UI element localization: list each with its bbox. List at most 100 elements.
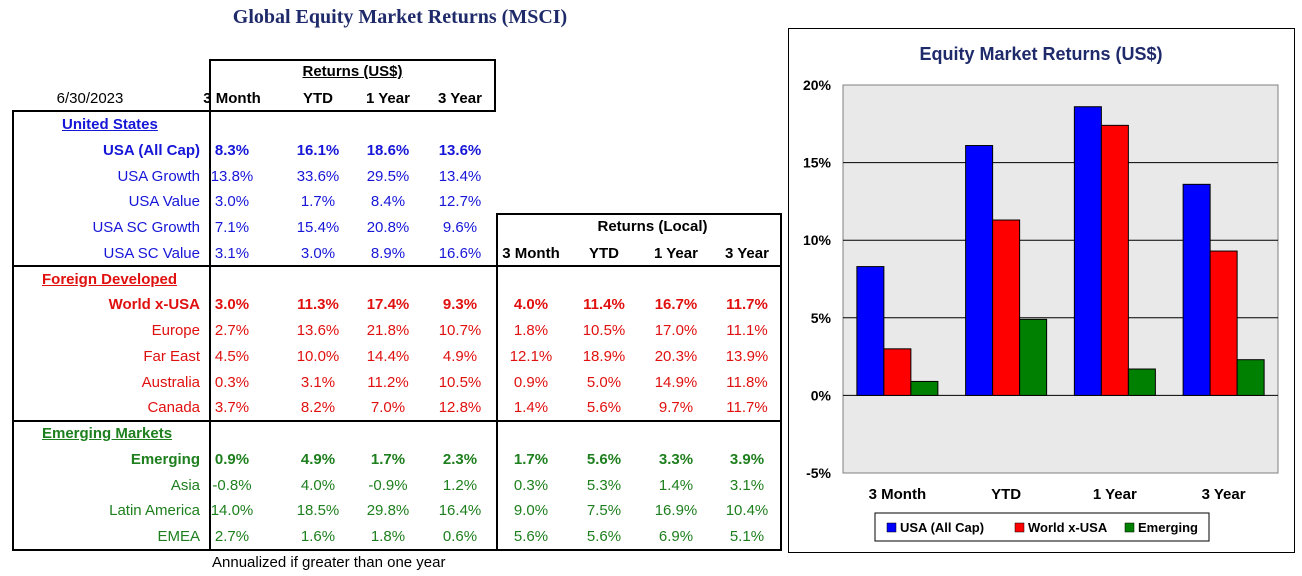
- usd-return-cell: 8.4%: [370, 193, 406, 211]
- x-tick-label: 3 Year: [1202, 486, 1246, 503]
- usd-return-cell: 1.7%: [300, 193, 336, 211]
- usd-column-header: 1 Year: [366, 90, 410, 107]
- local-column-header: 1 Year: [654, 245, 698, 262]
- page-title: Global Equity Market Returns (MSCI): [232, 6, 568, 28]
- local-return-cell: 12.1%: [509, 347, 553, 365]
- y-tick-label: 5%: [811, 310, 832, 326]
- local-return-cell: 11.1%: [726, 322, 768, 339]
- usd-return-cell: 8.2%: [300, 399, 336, 417]
- usd-return-cell: 10.5%: [438, 373, 482, 391]
- usd-return-cell: 13.6%: [296, 322, 340, 339]
- usd-return-cell: 7.0%: [370, 399, 406, 417]
- usd-return-cell: 3.1%: [300, 373, 336, 391]
- local-return-cell: 9.0%: [513, 502, 549, 520]
- usd-return-cell: 12.8%: [438, 399, 482, 417]
- emerging-markets-separator: [12, 420, 782, 422]
- usd-column-header: 3 Month: [203, 90, 261, 107]
- usd-column-header: 3 Year: [438, 90, 482, 107]
- usd-return-cell: 16.6%: [438, 244, 482, 262]
- row-label: USA SC Growth: [92, 219, 200, 236]
- usd-return-cell: 4.9%: [300, 450, 336, 468]
- row-label: Far East: [143, 347, 200, 365]
- bar-emerging: [1236, 359, 1265, 396]
- usd-local-divider: [496, 213, 498, 551]
- table-right-border: [780, 213, 782, 551]
- x-tick-label: YTD: [991, 486, 1021, 503]
- usd-return-cell: 0.9%: [214, 450, 250, 468]
- local-return-cell: 5.1%: [729, 528, 765, 545]
- bar-emerging: [910, 380, 939, 396]
- row-label: USA Growth: [117, 167, 200, 185]
- usd-return-cell: 3.0%: [214, 296, 250, 314]
- usd-return-cell: 1.8%: [370, 528, 406, 545]
- usd-return-cell: 14.0%: [210, 502, 254, 520]
- usd-return-cell: 1.6%: [300, 528, 336, 545]
- bar-emerging: [1127, 368, 1156, 396]
- local-return-cell: 5.6%: [586, 399, 622, 417]
- local-return-cell: 11.8%: [726, 373, 768, 391]
- y-tick-label: 20%: [803, 77, 832, 93]
- local-return-cell: 11.7%: [726, 296, 768, 314]
- row-label: Emerging: [130, 450, 200, 468]
- x-tick-label: 3 Month: [869, 486, 927, 503]
- bar-emerging: [1019, 318, 1048, 396]
- local-return-cell: 18.9%: [582, 347, 626, 365]
- usd-return-cell: 0.3%: [214, 373, 250, 391]
- x-tick-label: 1 Year: [1093, 486, 1137, 503]
- foreign-developed-separator: [12, 265, 782, 267]
- usd-return-cell: 11.2%: [367, 373, 409, 391]
- usd-return-cell: 4.5%: [214, 347, 250, 365]
- usd-return-cell: 2.7%: [214, 322, 250, 339]
- usd-return-cell: 11.3%: [297, 296, 339, 314]
- usd-return-cell: 3.0%: [300, 244, 336, 262]
- bar-world-x-usa: [1100, 124, 1129, 396]
- usd-header-top-border: [209, 59, 496, 61]
- row-label: Australia: [141, 373, 200, 391]
- usd-return-cell: 9.6%: [442, 219, 478, 236]
- row-label: Latin America: [109, 502, 200, 520]
- local-return-cell: 1.4%: [658, 476, 694, 494]
- chart-panel: Equity Market Returns (US$) 20% 15% 10% 5% 0%…: [788, 28, 1295, 553]
- usd-column-header: YTD: [303, 90, 333, 107]
- local-return-cell: 3.3%: [658, 450, 694, 468]
- usd-return-cell: 29.8%: [366, 502, 410, 520]
- local-return-cell: 3.9%: [729, 450, 765, 468]
- usd-return-cell: 18.5%: [296, 502, 340, 520]
- usd-return-cell: 29.5%: [366, 167, 410, 185]
- usd-return-cell: 20.8%: [366, 219, 410, 236]
- usd-return-cell: 8.3%: [214, 141, 250, 159]
- local-return-cell: 1.7%: [513, 450, 549, 468]
- local-return-cell: 3.1%: [729, 476, 765, 494]
- bar-chart: Equity Market Returns (US$) 20% 15% 10% 5% 0%…: [803, 44, 1279, 542]
- usd-header-right-border: [494, 59, 496, 112]
- local-column-header: 3 Month: [502, 245, 560, 262]
- local-return-cell: 1.8%: [513, 322, 549, 339]
- y-tick-label: -5%: [806, 465, 831, 481]
- usd-return-cell: 7.1%: [214, 219, 250, 236]
- local-return-cell: 20.3%: [654, 347, 698, 365]
- usd-return-cell: 16.1%: [296, 141, 340, 159]
- y-tick-label: 10%: [803, 232, 832, 248]
- local-return-cell: 10.5%: [582, 322, 626, 339]
- usd-return-cell: 1.7%: [370, 450, 406, 468]
- usd-return-cell: 2.3%: [442, 450, 478, 468]
- usd-return-cell: 18.6%: [366, 141, 410, 159]
- local-return-cell: 1.4%: [513, 399, 549, 417]
- usd-return-cell: 4.0%: [300, 476, 336, 494]
- table-left-border: [12, 110, 14, 551]
- local-return-cell: 16.7%: [654, 296, 698, 314]
- bar-world-x-usa: [1209, 250, 1238, 396]
- usd-return-cell: 8.9%: [370, 244, 406, 262]
- usd-return-cell: 12.7%: [438, 193, 482, 211]
- usd-return-cell: -0.8%: [212, 476, 252, 494]
- usd-return-cell: 2.7%: [214, 528, 250, 545]
- row-label: Europe: [151, 322, 200, 339]
- bar-world-x-usa: [883, 348, 912, 396]
- bar-usa-all-cap: [1073, 106, 1102, 396]
- local-return-cell: 5.3%: [586, 476, 622, 494]
- local-return-cell: 4.0%: [513, 296, 549, 314]
- local-return-cell: 0.3%: [513, 476, 549, 494]
- row-label: USA Value: [128, 193, 200, 211]
- row-label: Canada: [147, 399, 200, 417]
- label-column-divider: [209, 59, 211, 551]
